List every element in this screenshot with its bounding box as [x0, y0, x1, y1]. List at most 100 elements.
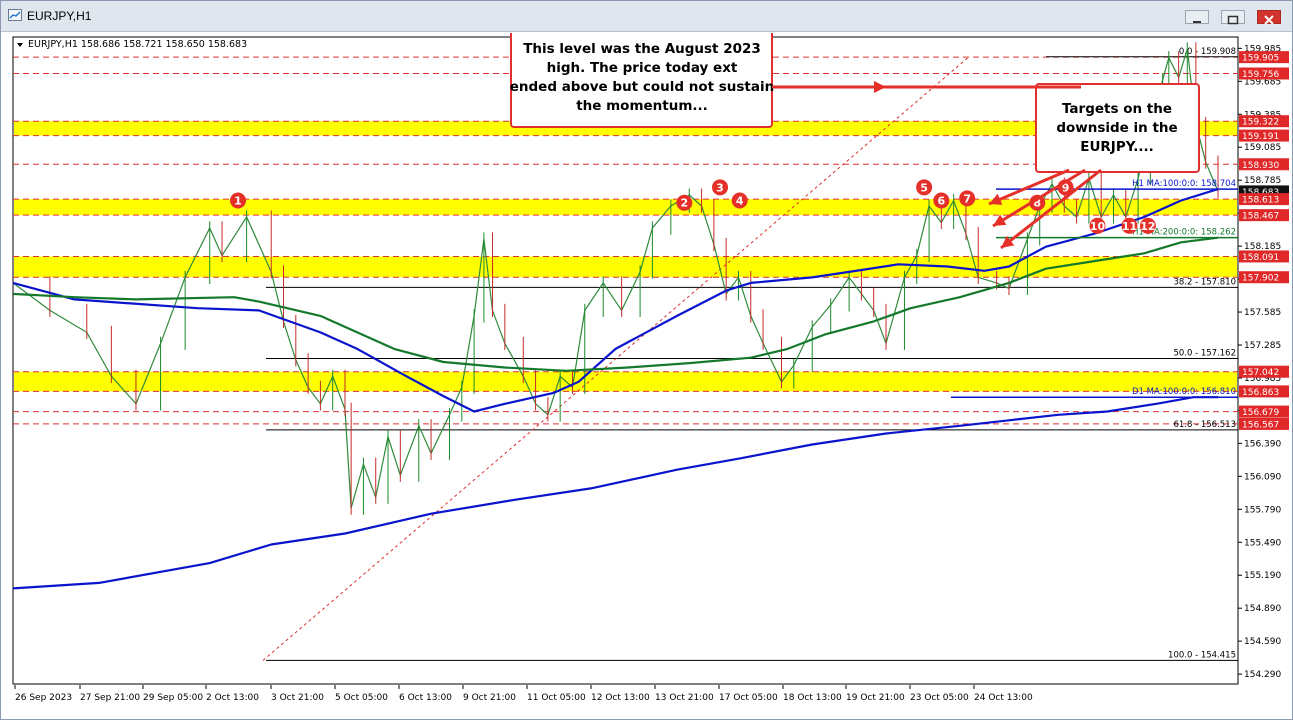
numbered-marker	[1121, 217, 1138, 234]
target-arrow-head	[1001, 235, 1015, 248]
price-box-label: 158.091	[1242, 253, 1279, 263]
price-box-label: 156.863	[1242, 388, 1279, 398]
numbered-marker	[916, 179, 933, 196]
x-axis-tick-label: 11 Oct 05:00	[527, 693, 586, 703]
annotation-box-targets	[1035, 83, 1200, 173]
price-box-label: 158.683	[1242, 188, 1279, 198]
numbered-marker-label: 11	[1122, 220, 1137, 233]
numbered-marker	[731, 192, 748, 209]
price-box-label: 157.042	[1242, 368, 1279, 378]
numbered-marker-label: 1	[234, 195, 242, 208]
moving-average-label: H1 MA:200:0:0: 158.262	[1132, 228, 1236, 238]
price-box-label: 158.930	[1242, 161, 1279, 171]
numbered-marker-label: 12	[1140, 220, 1155, 233]
x-axis-tick-label: 23 Oct 05:00	[910, 693, 969, 703]
minimize-icon	[1193, 21, 1201, 23]
price-box-label: 159.322	[1242, 118, 1279, 128]
fibonacci-trend-line	[262, 56, 970, 661]
fibonacci-label: 0.0 - 159.908	[1179, 47, 1236, 57]
price-box	[1239, 158, 1289, 171]
y-axis-tick-label: 159.085	[1244, 143, 1281, 153]
target-arrow	[1000, 168, 1102, 250]
y-axis-tick-label: 155.790	[1244, 505, 1281, 515]
dropdown-arrow-icon[interactable]	[17, 43, 23, 47]
annotation-text-targets: downside in the	[1056, 120, 1177, 136]
price-box	[1239, 129, 1289, 142]
moving-average-label: D1 MA:100:0:0: 156.810	[1132, 387, 1236, 397]
price-box	[1239, 271, 1289, 284]
price-box-label: 159.191	[1242, 132, 1279, 142]
annotation-text-targets: EURJPY....	[1080, 139, 1154, 155]
price-box-label: 158.613	[1242, 196, 1279, 206]
y-axis-tick-label: 158.785	[1244, 176, 1281, 186]
y-axis-tick-label: 155.490	[1244, 538, 1281, 548]
annotation-text-august-high: the momentum...	[576, 98, 708, 114]
support-resistance-zone	[14, 371, 1237, 392]
price-box-label: 157.902	[1242, 274, 1279, 284]
fibonacci-label: 61.8 - 156.513	[1173, 420, 1236, 430]
fibonacci-label: 100.0 - 154.415	[1168, 650, 1236, 660]
y-axis-tick-label: 159.685	[1244, 77, 1281, 87]
price-box-label: 156.567	[1242, 420, 1279, 430]
price-box	[1239, 405, 1289, 418]
symbol-ohlc-header: EURJPY,H1 158.686 158.721 158.650 158.68…	[28, 39, 247, 50]
numbered-marker	[676, 194, 693, 211]
numbered-marker	[959, 190, 976, 207]
numbered-marker	[1139, 217, 1156, 234]
price-box-label: 158.467	[1242, 212, 1279, 222]
x-axis-tick-label: 2 Oct 13:00	[206, 693, 259, 703]
maximize-button[interactable]	[1221, 10, 1245, 25]
numbered-marker	[230, 192, 247, 209]
annotation-text-targets: Targets on the	[1062, 101, 1172, 117]
minimize-button[interactable]	[1185, 10, 1209, 24]
y-axis-tick-label: 154.590	[1244, 637, 1281, 647]
price-box	[1239, 115, 1289, 128]
price-chart[interactable]: 0.0 - 159.908 38.2 - 157.810 50.0 - 157.16…	[11, 33, 1291, 717]
moving-average-line	[12, 188, 1219, 413]
title-bar: EURJPY,H1	[1, 1, 1292, 32]
y-axis-tick-label: 156.390	[1244, 439, 1281, 449]
price-box-label: 159.756	[1242, 70, 1279, 80]
support-resistance-zone	[14, 256, 1237, 278]
y-axis-tick-label: 158.185	[1244, 242, 1281, 252]
annotation-arrow-head	[874, 81, 886, 93]
fibonacci-label: 38.2 - 157.810	[1173, 277, 1236, 287]
price-box	[1239, 385, 1289, 398]
x-axis-tick-label: 9 Oct 21:00	[463, 693, 516, 703]
x-axis-tick-label: 19 Oct 21:00	[846, 693, 905, 703]
numbered-marker-label: 8	[1033, 197, 1041, 210]
x-axis-tick-label: 13 Oct 21:00	[655, 693, 714, 703]
close-icon	[1264, 15, 1274, 25]
price-box	[1239, 250, 1289, 263]
x-axis-tick-label: 18 Oct 13:00	[783, 693, 842, 703]
moving-average-label: H1 MA:100:0:0: 158.704	[1132, 179, 1236, 189]
maximize-icon	[1227, 15, 1239, 25]
fibonacci-label: 50.0 - 157.162	[1173, 349, 1236, 359]
support-resistance-zone	[14, 199, 1237, 216]
moving-average-line	[12, 396, 1218, 590]
numbered-marker	[933, 192, 950, 209]
close-button[interactable]	[1257, 10, 1281, 25]
target-arrow-head	[989, 193, 1003, 205]
y-axis-tick-label: 154.890	[1244, 604, 1281, 614]
window-title: EURJPY,H1	[27, 9, 92, 23]
numbered-marker-label: 3	[716, 181, 724, 194]
numbered-marker-label: 6	[938, 195, 946, 208]
moving-average-line	[12, 236, 1219, 372]
x-axis-tick-label: 24 Oct 13:00	[974, 693, 1033, 703]
annotation-box-august-high	[510, 33, 773, 128]
numbered-marker-label: 9	[1062, 181, 1070, 194]
price-box	[1239, 417, 1289, 430]
annotation-text-august-high: high. The price today ext	[547, 60, 738, 76]
x-axis-tick-label: 29 Sep 05:00	[143, 693, 203, 703]
target-arrow	[992, 168, 1086, 228]
x-axis-tick-label: 17 Oct 05:00	[719, 693, 778, 703]
y-axis-tick-label: 155.190	[1244, 571, 1281, 581]
price-box-label: 156.679	[1242, 408, 1279, 418]
x-axis-tick-label: 12 Oct 13:00	[591, 693, 650, 703]
price-box	[1239, 209, 1289, 222]
numbered-marker-label: 2	[681, 197, 689, 210]
x-axis-tick-label: 26 Sep 2023	[15, 693, 72, 703]
y-axis-tick-label: 157.285	[1244, 341, 1281, 351]
